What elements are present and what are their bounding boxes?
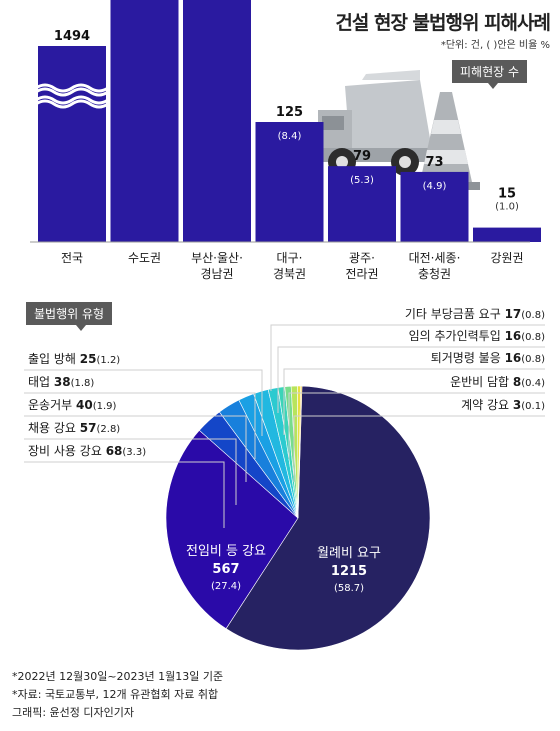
bar-category-label: 전라권 (345, 267, 378, 281)
footer-date-note: *2022년 12월30일~2023년 1월13일 기준 (12, 670, 224, 683)
footer-credit: 그래픽: 윤선정 디자인기자 (12, 706, 135, 719)
leader-line (270, 324, 545, 391)
bar-category-label: 전국 (61, 251, 83, 265)
bar-percent-label: (4.9) (423, 181, 447, 192)
leader-line (277, 346, 545, 413)
pie-slice-name: 월례비 요구 (317, 546, 381, 561)
leader-line (24, 438, 237, 505)
pie-slice-label: 태업 38(1.8) (28, 375, 94, 389)
pie-slice-label: 운반비 담합 8(0.4) (450, 375, 545, 389)
pie-slice-label: 퇴거명령 불응 16(0.8) (431, 351, 545, 365)
bar-category-label: 부산·울산· (191, 251, 243, 265)
leader-line (24, 461, 225, 528)
bar-value-label: 73 (425, 155, 443, 170)
bar-category-label: 강원권 (490, 251, 523, 265)
bar (473, 227, 541, 242)
bar-value-label: 125 (276, 105, 303, 120)
leader-line (24, 415, 247, 482)
bar-category-label: 광주· (349, 251, 375, 265)
bar-category-label: 충청권 (418, 267, 451, 281)
bar-category-label: 대구· (277, 251, 303, 265)
bar-category-label: 대전·세종· (409, 251, 461, 265)
bar-percent-label: (5.3) (350, 175, 374, 186)
pie-slice-label: 채용 강요 57(2.8) (28, 421, 120, 435)
unit-note: *단위: 건, ( )안은 비율 % (440, 40, 550, 51)
bar-category-label: 경북권 (273, 267, 306, 281)
bar-category-label: 수도권 (128, 251, 161, 265)
bar-percent-label: (8.4) (278, 131, 302, 142)
bar (400, 171, 469, 242)
bar (38, 46, 106, 242)
pie-slice-label: 계약 강요 3(0.1) (461, 397, 545, 412)
bar-section-tag: 피해현장 수 (452, 60, 528, 89)
bar (110, 0, 179, 242)
bar-value-label: 79 (353, 149, 371, 164)
pie-slice-label: 출입 방해 25(1.2) (28, 352, 120, 366)
page-title: 건설 현장 불법행위 피해사례 (335, 12, 551, 34)
pie-slice-label: 임의 추가인력투입 16(0.8) (409, 329, 545, 343)
bar-value-label: 1494 (54, 29, 90, 44)
pie-slice (165, 429, 299, 630)
pie-slice-percent: (27.4) (211, 581, 241, 592)
pie-slice (297, 385, 303, 519)
bar-percent-label: (1.0) (495, 202, 519, 213)
leader-line (288, 392, 545, 459)
footer-source-note: *자료: 국토교통부, 12개 유관협회 자료 취합 (12, 688, 219, 701)
leader-line (24, 392, 256, 459)
pie-slice-label: 운송거부 40(1.9) (28, 398, 116, 412)
pie-slice (225, 385, 431, 651)
pie-slice-label: 기타 부당금품 요구 17(0.8) (405, 307, 545, 321)
bar (255, 122, 324, 242)
leader-line (293, 415, 545, 482)
pie-slice-percent: (58.7) (334, 583, 364, 594)
bar (183, 0, 251, 242)
pie-section-tag: 불법행위 유형 (26, 302, 113, 331)
leader-line (283, 368, 545, 435)
bar (328, 166, 396, 242)
axis-break-icon (35, 83, 109, 97)
bar-category-label: 경남권 (200, 267, 233, 281)
pie-slice-value: 567 (212, 562, 239, 577)
leader-line (24, 369, 263, 436)
bar-value-label: 15 (498, 187, 516, 202)
pie-slice-name: 전임비 등 강요 (186, 544, 266, 559)
pie-slice-value: 1215 (331, 564, 367, 579)
axis-break-icon (35, 95, 109, 109)
dump-truck-illustration (316, 70, 480, 190)
pie-slice-label: 장비 사용 강요 68(3.3) (28, 444, 146, 458)
